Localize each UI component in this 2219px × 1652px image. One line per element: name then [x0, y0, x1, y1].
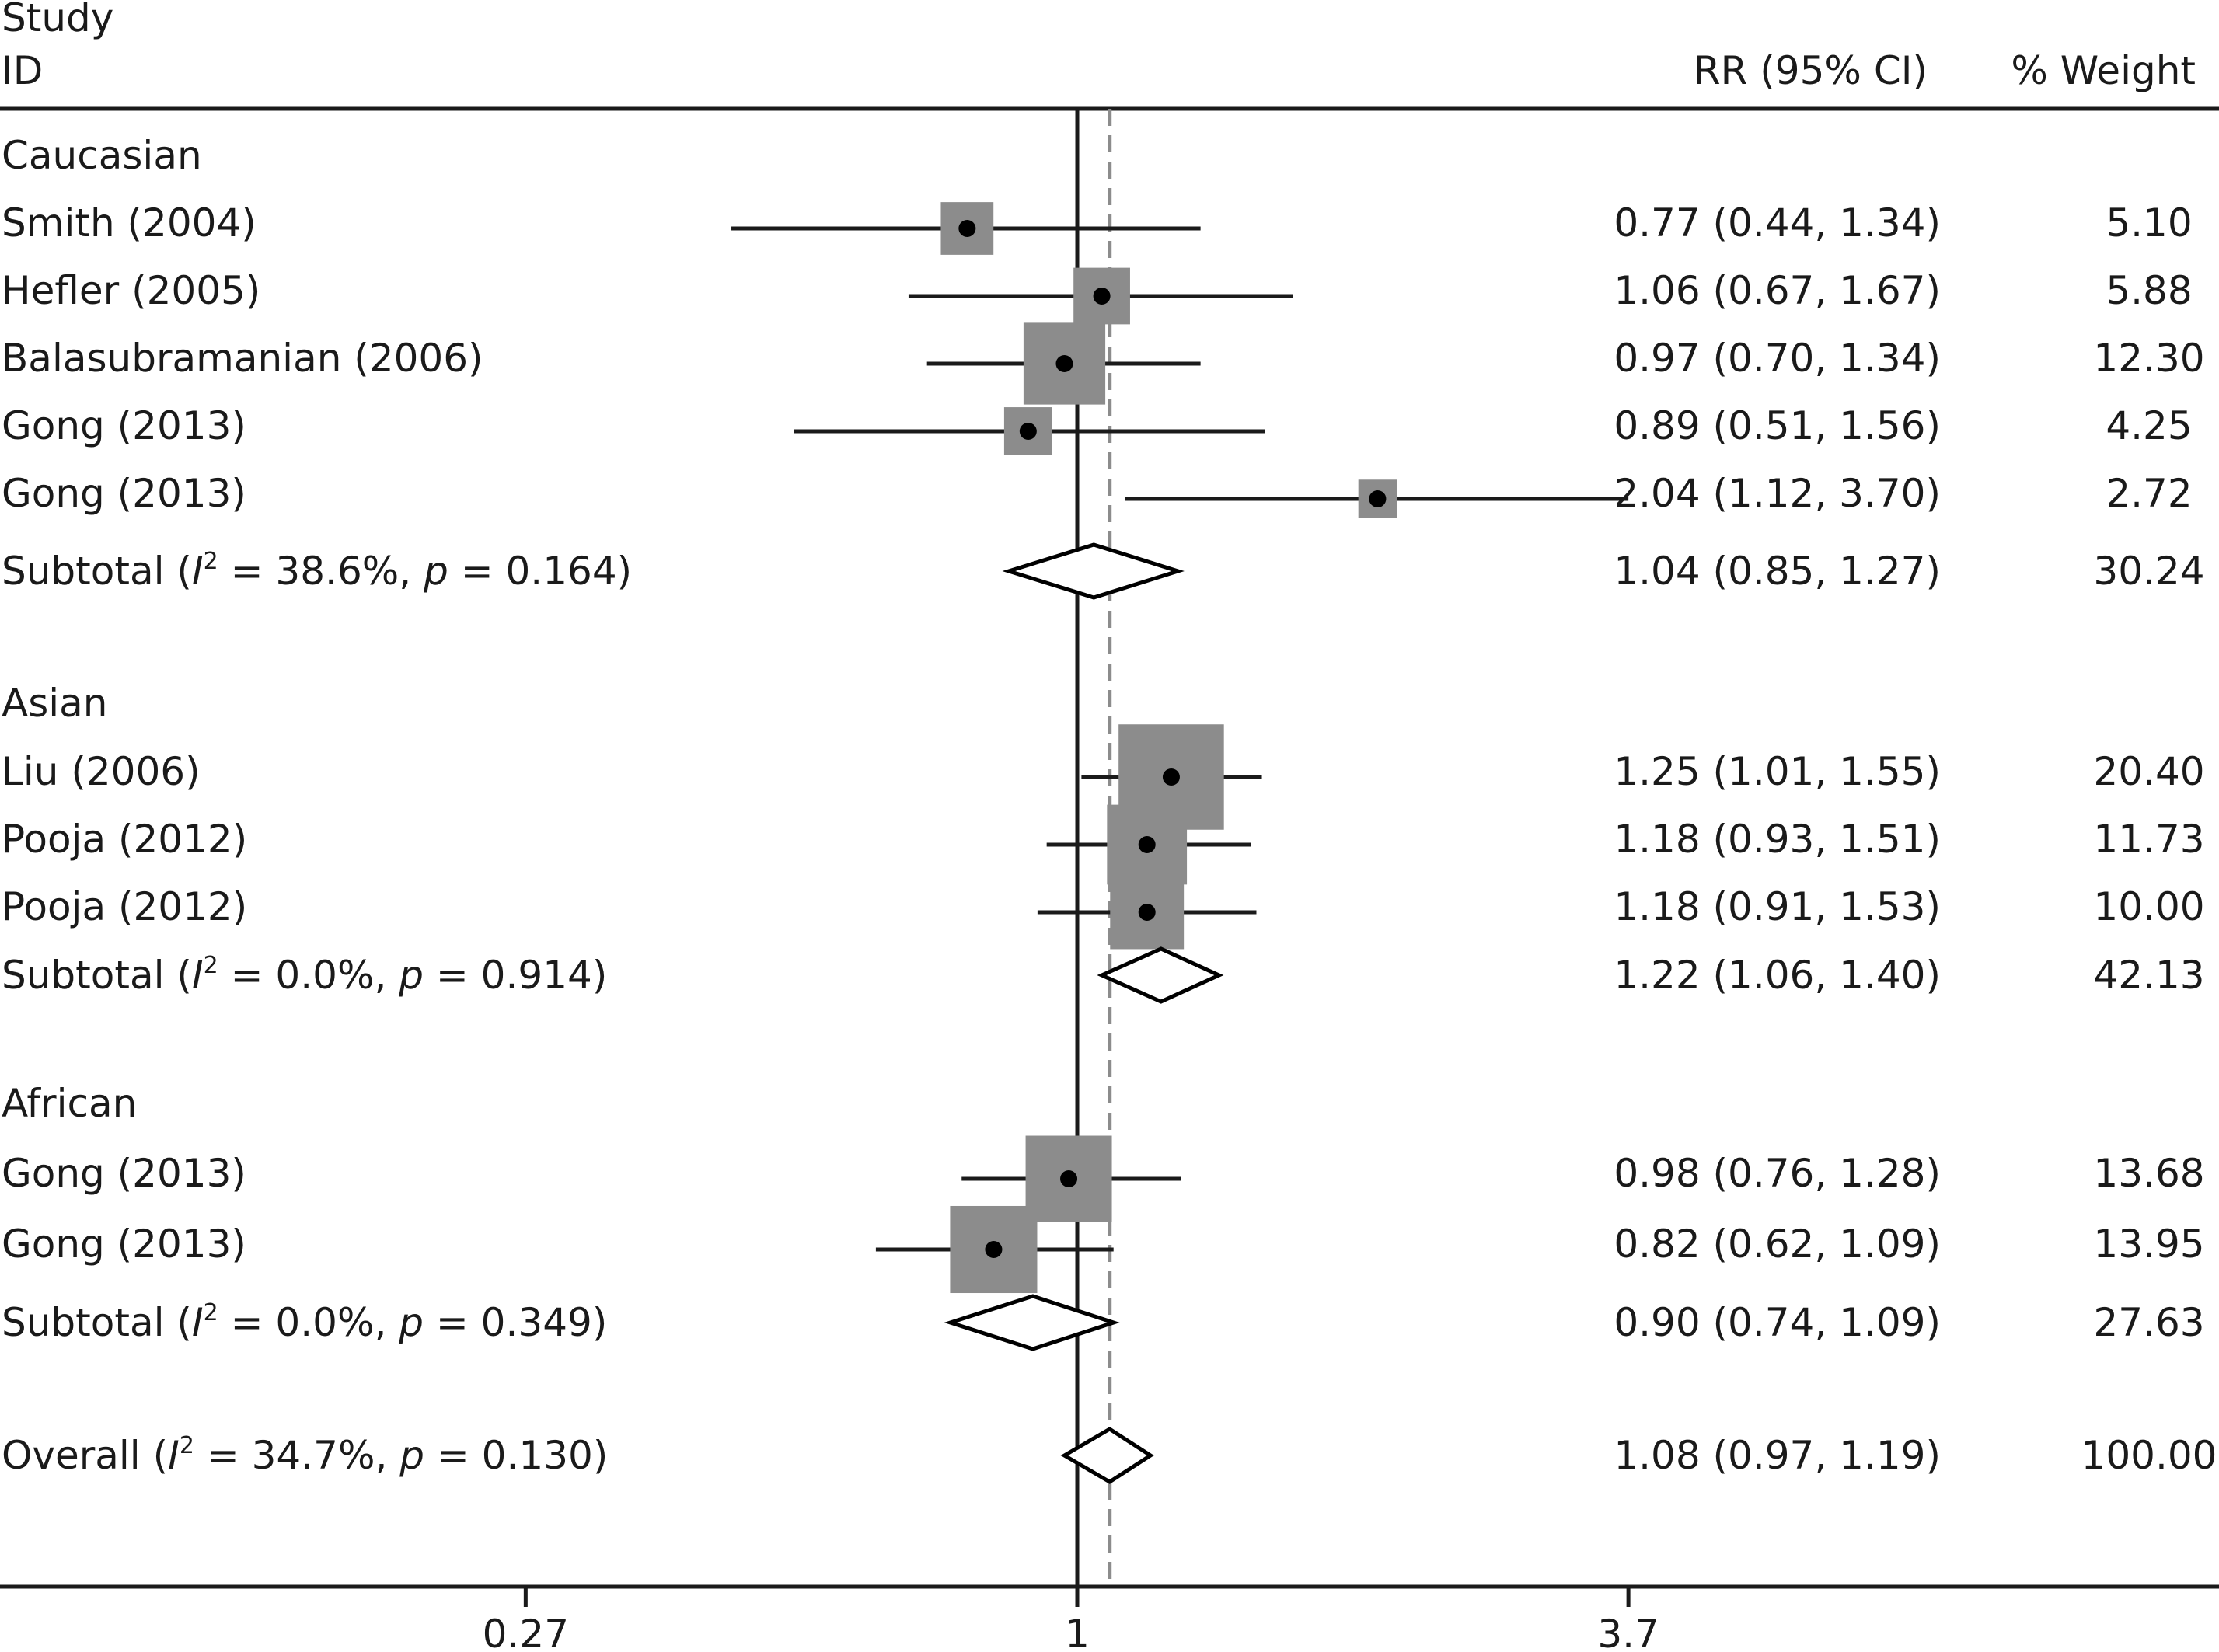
- rr-ci-value: 0.82 (0.62, 1.09): [1614, 1222, 1941, 1267]
- point-estimate: [1019, 423, 1037, 440]
- study-rows: Caucasian Smith (2004) 0.77 (0.44, 1.34) 5.…: [2, 133, 2217, 1484]
- rr-ci-value: 1.18 (0.93, 1.51): [1614, 817, 1941, 862]
- study-label: Gong (2013): [2, 1151, 246, 1196]
- i-squared-symbol: I: [192, 549, 204, 594]
- rr-ci-value: 1.25 (1.01, 1.55): [1614, 749, 1941, 794]
- superscript-two: 2: [180, 1432, 194, 1459]
- study-label: Smith (2004): [2, 200, 256, 246]
- study-label: Pooja (2012): [2, 884, 247, 929]
- i-squared-value: = 0.0%,: [218, 953, 399, 998]
- point-estimate: [1060, 1170, 1078, 1187]
- header-rr-ci: RR (95% CI): [1694, 48, 1928, 93]
- p-symbol: p: [423, 549, 448, 594]
- weight-value: 20.40: [2093, 749, 2204, 794]
- subtotal-label: Subtotal (I2 = 0.0%, p = 0.349): [2, 1299, 607, 1345]
- subtotal-label: Subtotal (I2 = 0.0%, p = 0.914): [2, 952, 607, 998]
- rr-ci-value: 2.04 (1.12, 3.70): [1614, 471, 1941, 516]
- superscript-two: 2: [204, 952, 218, 979]
- i-squared-symbol: I: [192, 953, 204, 998]
- study-label: Liu (2006): [2, 749, 201, 794]
- rr-ci-value: 1.06 (0.67, 1.67): [1614, 268, 1941, 313]
- study-label: Gong (2013): [2, 1222, 246, 1267]
- weight-value: 12.30: [2093, 336, 2204, 381]
- superscript-two: 2: [204, 548, 218, 575]
- study-label: Gong (2013): [2, 471, 246, 516]
- weight-value: 13.68: [2093, 1151, 2204, 1196]
- i-squared-value: = 38.6%,: [218, 549, 424, 594]
- x-axis: 0.27 1 3.7: [0, 1584, 2219, 1652]
- header-weight: % Weight: [2011, 48, 2196, 93]
- overall-rr-ci: 1.08 (0.97, 1.19): [1614, 1433, 1941, 1478]
- p-symbol: p: [399, 1433, 424, 1478]
- overall-weight: 100.00: [2081, 1433, 2217, 1478]
- i-squared-value: = 0.0%,: [218, 1300, 399, 1345]
- point-estimate: [1138, 836, 1156, 853]
- subtotal-rr-ci: 1.04 (0.85, 1.27): [1614, 549, 1941, 594]
- weight-value: 5.10: [2106, 200, 2192, 246]
- table-header: Study ID RR (95% CI) % Weight: [0, 0, 2219, 111]
- i-squared-symbol: I: [168, 1433, 180, 1478]
- point-estimate: [1138, 904, 1156, 921]
- x-axis-tick-label: 0.27: [483, 1612, 569, 1652]
- overall-label: Overall (I2 = 34.7%, p = 0.130): [2, 1432, 608, 1478]
- p-symbol: p: [398, 1300, 424, 1345]
- point-estimate: [1369, 490, 1387, 507]
- weight-value: 11.73: [2093, 817, 2204, 862]
- rr-ci-value: 0.77 (0.44, 1.34): [1614, 200, 1941, 246]
- subtotal-diamond: [1002, 542, 1185, 600]
- subtotal-weight: 27.63: [2093, 1300, 2204, 1345]
- subtotal-rr-ci: 1.22 (1.06, 1.40): [1614, 953, 1941, 998]
- group-heading: African: [2, 1081, 137, 1126]
- point-estimate: [1162, 768, 1180, 786]
- p-symbol: p: [398, 953, 424, 998]
- subtotal-rr-ci: 0.90 (0.74, 1.09): [1614, 1300, 1941, 1345]
- i-squared-symbol: I: [192, 1300, 204, 1345]
- point-estimate: [985, 1241, 1003, 1258]
- x-axis-tick-label: 1: [1065, 1612, 1090, 1652]
- weight-value: 2.72: [2106, 471, 2192, 516]
- overall-diamond: [1060, 1427, 1154, 1484]
- weight-value: 5.88: [2106, 268, 2192, 313]
- weight-value: 4.25: [2106, 403, 2192, 448]
- header-study: Study: [2, 0, 113, 40]
- point-estimate: [958, 220, 976, 237]
- superscript-two: 2: [204, 1299, 218, 1326]
- group-heading: Asian: [2, 681, 107, 726]
- rr-ci-value: 0.97 (0.70, 1.34): [1614, 336, 1941, 381]
- study-label: Balasubramanian (2006): [2, 336, 483, 381]
- subtotal-label: Subtotal (I2 = 38.6%, p = 0.164): [2, 548, 632, 594]
- weight-value: 13.95: [2093, 1222, 2204, 1267]
- i-squared-value: = 34.7%,: [194, 1433, 399, 1478]
- subtotal-weight: 42.13: [2093, 953, 2204, 998]
- subtotal-diamond: [944, 1294, 1120, 1351]
- subtotal-weight: 30.24: [2093, 549, 2204, 594]
- study-label: Pooja (2012): [2, 817, 247, 862]
- rr-ci-value: 0.89 (0.51, 1.56): [1614, 403, 1941, 448]
- subtotal-diamond: [1097, 946, 1224, 1004]
- header-id: ID: [2, 48, 43, 93]
- point-estimate: [1093, 288, 1111, 305]
- x-axis-tick-label: 3.7: [1597, 1612, 1659, 1652]
- group-heading: Caucasian: [2, 133, 202, 178]
- study-label: Gong (2013): [2, 403, 246, 448]
- rr-ci-value: 1.18 (0.91, 1.53): [1614, 884, 1941, 929]
- study-label: Hefler (2005): [2, 268, 260, 313]
- point-estimate: [1055, 355, 1073, 372]
- weight-value: 10.00: [2093, 884, 2204, 929]
- rr-ci-value: 0.98 (0.76, 1.28): [1614, 1151, 1941, 1196]
